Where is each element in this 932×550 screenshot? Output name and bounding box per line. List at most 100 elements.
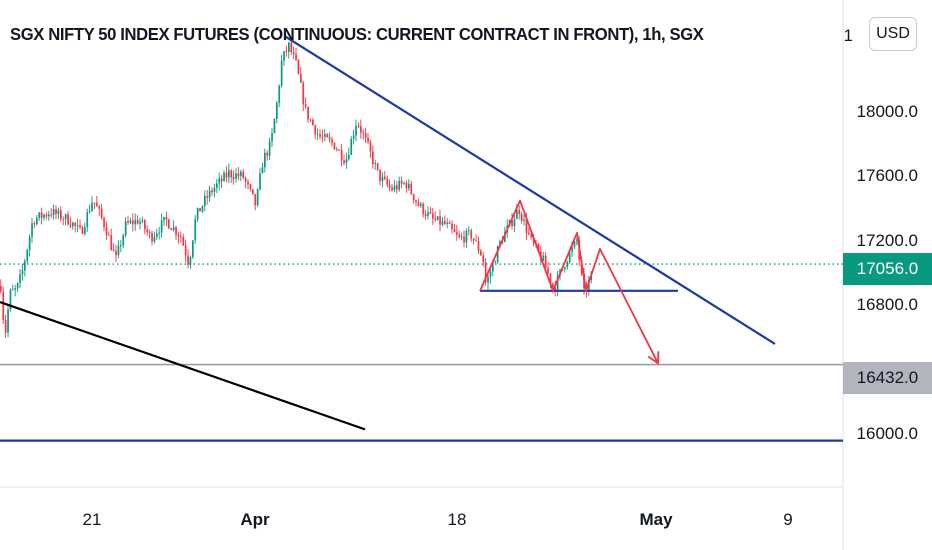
horizontal-levels [0,263,843,366]
currency-label: USD [876,25,910,42]
candle [333,142,336,150]
candle [446,217,449,229]
candle [292,46,295,60]
candle [218,172,221,191]
candle [352,129,355,145]
candle [144,219,146,235]
level-price-value: 16432.0 [856,368,919,387]
candle [302,80,305,112]
candle [199,207,201,212]
candle [136,215,139,225]
candle [19,269,21,288]
candle [396,181,398,194]
price-tick-label: 17200.0 [856,230,918,250]
candle [379,169,381,186]
candle [494,260,497,263]
candle [141,216,144,224]
candle [304,97,307,109]
candle [326,132,329,138]
candle [544,251,547,268]
candle [213,183,216,198]
candle [288,41,290,59]
candle [110,228,113,251]
candle [175,225,177,240]
candle [456,225,458,241]
candle [220,175,223,189]
candle [208,185,211,202]
candle [432,207,434,225]
candle [2,286,5,325]
candle [424,209,427,221]
candle [31,217,33,244]
chart-title: SGX NIFTY 50 INDEX FUTURES (CONTINUOUS: … [10,24,704,44]
candle [518,205,521,220]
candle [362,128,365,140]
candle [460,232,463,241]
candle [547,261,549,277]
candle [400,176,403,189]
candle [28,234,31,257]
drawings-layer[interactable] [0,35,843,442]
candle [26,248,29,264]
candle [103,216,105,232]
candle [50,208,53,219]
candle [398,176,401,192]
candle [45,212,48,220]
candle [444,215,446,226]
candle [225,166,228,183]
candle [328,132,331,143]
candle [189,255,192,269]
candle [211,187,213,196]
candle [372,145,374,169]
candle [472,238,475,245]
candle [48,210,50,221]
candle [345,152,348,169]
candle [160,213,163,238]
candle [112,243,115,252]
candle [259,168,261,191]
candle [40,207,43,225]
candle [448,220,451,225]
candle [187,248,189,269]
candle [168,218,170,229]
candle [367,132,369,145]
time-tick-label: May [639,510,673,529]
candle [247,179,249,190]
candle [477,236,480,254]
price-axis-prefix: 1 [843,26,853,45]
candle [268,137,271,160]
candle [343,154,345,166]
candle [81,225,84,235]
candle [120,240,122,253]
trendline-lower-channel[interactable] [0,301,366,431]
candle [422,202,425,218]
candle [475,234,477,242]
candle [321,129,324,143]
candle [331,136,333,147]
candle [266,150,269,161]
currency-button[interactable]: USD [869,17,917,51]
candle [415,199,417,207]
current-price-value: 17056.0 [856,259,919,278]
candle [376,162,379,172]
trendline-descending-resistance[interactable] [284,35,776,345]
candle [98,205,101,216]
candle [216,178,218,194]
candle [336,146,338,152]
candle [139,217,141,230]
candle [556,270,559,297]
candle [314,124,317,140]
candle [134,213,137,231]
candle [60,206,62,222]
candle [67,211,69,226]
candle [57,207,60,220]
candle [76,218,79,233]
candle [79,219,81,230]
projection-path[interactable] [479,199,659,364]
candle [566,260,569,270]
candle [124,217,127,238]
candle [338,148,341,151]
candle [300,66,302,84]
candle [316,128,319,140]
